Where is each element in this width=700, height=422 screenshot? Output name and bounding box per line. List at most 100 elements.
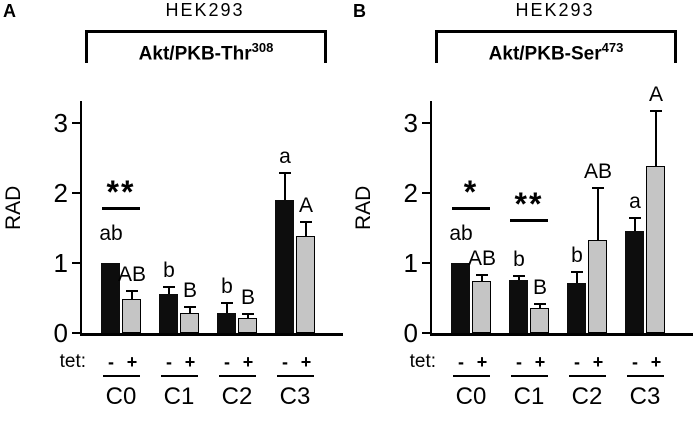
bar-tet-minus — [275, 200, 294, 333]
tet-plus-label: + — [650, 352, 662, 372]
bar-tet-minus — [217, 313, 236, 333]
y-tick-mark — [422, 192, 430, 194]
error-bar-cap — [592, 187, 604, 189]
y-tick-mark — [422, 332, 430, 334]
stat-letter-label: B — [182, 279, 197, 302]
error-bar-line — [481, 274, 483, 281]
significance-stars: * — [463, 174, 479, 210]
error-bar-cap — [571, 271, 583, 273]
tet-plus-label: + — [592, 352, 604, 372]
error-bar-line — [226, 302, 228, 313]
stat-letter-label: ab — [99, 222, 123, 245]
assay-site-superscript: 308 — [251, 40, 274, 55]
tet-pair-underline — [627, 375, 664, 377]
stat-letter-label: AB — [467, 247, 496, 270]
assay-name-text: Akt/PKB-Thr — [138, 43, 252, 65]
error-bar-cap — [629, 217, 641, 219]
bar-tet-plus — [530, 308, 549, 333]
error-bar-line — [189, 306, 191, 313]
bar-tet-plus — [296, 236, 315, 333]
error-bar-line — [597, 187, 599, 240]
y-tick-label: 0 — [53, 318, 68, 348]
bar-tet-minus — [567, 283, 586, 333]
tet-minus-label: - — [282, 352, 288, 372]
tet-plus-label: + — [242, 352, 254, 372]
category-label: C0 — [105, 383, 137, 410]
assay-name-text: Akt/PKB-Ser — [488, 43, 602, 65]
error-bar-line — [284, 172, 286, 200]
error-bar-line — [655, 110, 657, 166]
tet-minus-label: - — [166, 352, 172, 372]
tet-plus-label: + — [184, 352, 196, 372]
y-axis-line — [80, 101, 82, 336]
y-tick-mark — [72, 262, 80, 264]
tet-pair-underline — [511, 375, 548, 377]
error-bar-cap — [163, 286, 175, 288]
tet-prefix-label: tet: — [59, 351, 86, 372]
significance-underline — [510, 219, 548, 222]
tet-pair-underline — [569, 375, 606, 377]
error-bar-cap — [184, 306, 196, 308]
error-bar-line — [518, 275, 520, 280]
tet-pair-underline — [219, 375, 256, 377]
tet-plus-label: + — [534, 352, 546, 372]
bar-tet-minus — [625, 231, 644, 333]
stat-letter-label: A — [298, 194, 313, 217]
stat-letter-label: A — [648, 83, 663, 106]
significance-underline — [102, 207, 140, 210]
stat-letter-label: AB — [583, 160, 612, 183]
y-axis-title: RAD — [352, 185, 375, 230]
error-bar-cap — [279, 172, 291, 174]
y-tick-label: 2 — [403, 178, 418, 208]
error-bar-cap — [534, 303, 546, 305]
y-tick-label: 2 — [53, 178, 68, 208]
bar-tet-plus — [588, 240, 607, 333]
y-tick-mark — [72, 122, 80, 124]
bar-tet-plus — [180, 313, 199, 333]
error-bar-cap — [476, 274, 488, 276]
cell-line-title: HEK293 — [165, 0, 245, 20]
assay-label-box: Akt/PKB-Thr308 — [85, 30, 327, 65]
error-bar-line — [634, 217, 636, 231]
tet-pair-underline — [161, 375, 198, 377]
error-bar-line — [131, 290, 133, 299]
y-axis-line — [430, 101, 432, 336]
y-tick-label: 1 — [403, 248, 418, 278]
bar-tet-minus — [451, 263, 470, 333]
assay-label-box: Akt/PKB-Ser473 — [435, 30, 677, 65]
x-axis-line — [80, 333, 343, 336]
y-tick-label: 3 — [403, 108, 418, 138]
stat-letter-label: a — [279, 145, 291, 168]
tet-minus-label: - — [108, 352, 114, 372]
bar-tet-plus — [238, 318, 257, 333]
error-bar-cap — [513, 275, 525, 277]
tet-minus-label: - — [574, 352, 580, 372]
stat-letter-label: ab — [449, 222, 473, 245]
cell-line-title: HEK293 — [515, 0, 595, 20]
stat-letter-label: b — [571, 244, 583, 267]
error-bar-cap — [221, 302, 233, 304]
bar-tet-plus — [122, 299, 141, 333]
bar-tet-minus — [509, 280, 528, 333]
stat-letter-label: AB — [117, 263, 146, 286]
x-axis-line — [430, 333, 693, 336]
stat-letter-label: b — [513, 248, 525, 271]
tet-prefix-label: tet: — [409, 351, 436, 372]
y-tick-mark — [422, 262, 430, 264]
stat-letter-label: B — [240, 286, 255, 309]
category-label: C0 — [455, 383, 487, 410]
bar-tet-minus — [159, 294, 178, 333]
y-tick-mark — [422, 122, 430, 124]
tet-plus-label: + — [300, 352, 312, 372]
panel-letter: A — [3, 1, 16, 21]
category-label: C3 — [629, 383, 661, 410]
tet-minus-label: - — [516, 352, 522, 372]
category-label: C1 — [513, 383, 545, 410]
error-bar-cap — [126, 290, 138, 292]
error-bar-line — [539, 303, 541, 308]
tet-plus-label: + — [476, 352, 488, 372]
y-tick-label: 1 — [53, 248, 68, 278]
stat-letter-label: b — [163, 259, 175, 282]
significance-underline — [452, 207, 490, 210]
